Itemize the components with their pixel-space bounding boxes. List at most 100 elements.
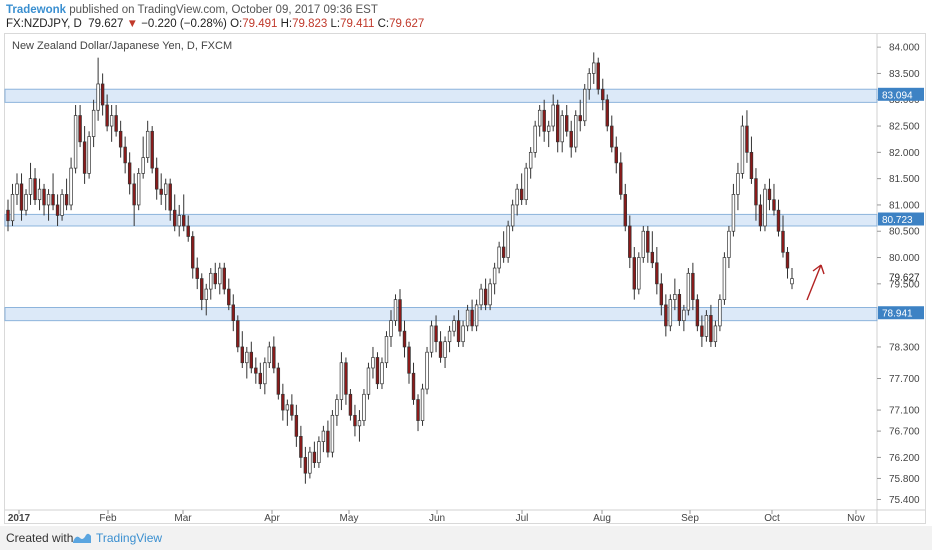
candle-body xyxy=(263,362,267,385)
candle-body xyxy=(497,246,501,269)
candle-body xyxy=(105,104,109,127)
candle-body xyxy=(546,125,551,132)
footer-bar: Created with TradingView xyxy=(0,526,932,550)
candle-body xyxy=(537,109,542,127)
candle-body xyxy=(69,167,73,206)
y-tick-label: 77.100 xyxy=(889,406,920,417)
candle-body xyxy=(339,362,344,400)
candle-body xyxy=(213,272,217,285)
chart-title: New Zealand Dollar/Japanese Yen, D, FXCM xyxy=(12,40,233,52)
candle-body xyxy=(276,367,281,395)
last-price-label: 79.627 xyxy=(889,273,920,284)
candle-body xyxy=(249,351,254,369)
candle-body xyxy=(700,325,704,337)
candle-body xyxy=(628,225,632,258)
candle-body xyxy=(542,109,546,132)
candle-body xyxy=(299,436,303,458)
level-price-label: 83.094 xyxy=(882,90,913,101)
candle-body xyxy=(767,188,772,201)
candle-body xyxy=(182,215,186,227)
candle-body xyxy=(19,183,24,211)
candle-body xyxy=(425,351,429,390)
candle-body xyxy=(519,188,524,201)
candle-body xyxy=(389,320,393,337)
x-tick-label: Aug xyxy=(593,513,611,524)
candle-body xyxy=(308,451,312,474)
candle-body xyxy=(758,204,763,227)
y-tick-label: 81.000 xyxy=(889,200,920,211)
x-tick-label: May xyxy=(340,513,359,524)
candle-body xyxy=(763,188,767,227)
symbol-quote-line: FX:NZDJPY, D 79.627 ▼ −0.220 (−0.28%) O:… xyxy=(6,18,424,30)
candle-body xyxy=(168,183,172,211)
close-label: C: xyxy=(377,18,390,30)
candle-body xyxy=(55,204,60,216)
candle-body xyxy=(574,115,578,148)
y-tick-label: 78.300 xyxy=(889,342,920,353)
candle-body xyxy=(384,336,389,364)
author-link[interactable]: Tradewonk xyxy=(6,4,67,16)
candle-body xyxy=(447,330,452,343)
candle-body xyxy=(380,362,384,385)
candle-body xyxy=(33,178,37,201)
x-tick-label: Oct xyxy=(764,513,780,524)
candle-body xyxy=(583,88,587,122)
close-value: 79.627 xyxy=(389,18,425,30)
candle-body xyxy=(736,173,740,195)
symbol-label: FX:NZDJPY, D xyxy=(6,18,82,30)
candle-body xyxy=(222,267,226,290)
candle-body xyxy=(366,367,371,395)
candle-body xyxy=(745,125,749,153)
y-tick-label: 82.500 xyxy=(889,122,920,133)
candle-body xyxy=(64,194,69,206)
candle-body xyxy=(443,341,447,358)
candle-body xyxy=(709,315,713,343)
candle-body xyxy=(565,115,569,132)
candle-body xyxy=(578,115,582,122)
candle-body xyxy=(713,325,718,343)
tradingview-link[interactable]: TradingView xyxy=(96,531,163,545)
candle-body xyxy=(492,267,497,285)
publish-info: published on TradingView.com, October 09… xyxy=(69,4,378,16)
candle-body xyxy=(173,209,177,227)
level-price-tag xyxy=(878,306,924,320)
candle-body xyxy=(416,399,420,421)
candle-body xyxy=(434,325,438,343)
level-price-label: 78.941 xyxy=(882,309,913,320)
candle-body xyxy=(555,104,560,143)
candle-body xyxy=(245,351,249,364)
candle-body xyxy=(114,115,118,132)
candle-body xyxy=(776,209,781,232)
high-value: 79.823 xyxy=(292,18,328,30)
candle-body xyxy=(510,204,515,227)
candle-body xyxy=(474,304,479,327)
candle-body xyxy=(483,288,488,306)
candle-body xyxy=(60,194,64,216)
candle-body xyxy=(267,346,272,364)
candle-body xyxy=(127,162,132,185)
candle-body xyxy=(420,388,425,421)
candle-body xyxy=(357,420,362,427)
chart-header: Tradewonk published on TradingView.com, … xyxy=(0,0,932,32)
candle-body xyxy=(596,62,600,90)
candle-body xyxy=(82,141,87,174)
candle-body xyxy=(677,294,682,322)
candle-body xyxy=(488,283,492,306)
tradingview-logo-icon xyxy=(73,533,91,543)
x-tick-label: Mar xyxy=(174,513,192,524)
candle-body xyxy=(637,257,641,290)
candle-body xyxy=(790,278,794,285)
candle-body xyxy=(136,173,141,206)
high-label: H: xyxy=(280,18,293,30)
support-resistance-zone xyxy=(4,307,878,322)
open-value: 79.491 xyxy=(242,18,278,30)
candle-body xyxy=(118,130,123,148)
low-label: L: xyxy=(330,18,341,30)
candle-body xyxy=(96,83,100,111)
candle-body xyxy=(145,130,150,158)
candle-body xyxy=(272,346,276,369)
candle-body xyxy=(668,299,673,327)
candle-body xyxy=(91,109,96,137)
candle-body xyxy=(650,251,655,264)
